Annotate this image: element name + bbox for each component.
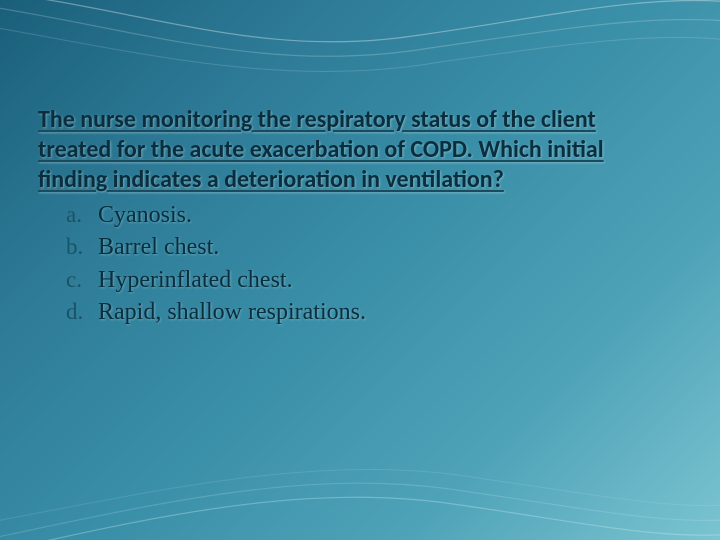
- content-area: The nurse monitoring the respiratory sta…: [38, 105, 670, 329]
- question-text: The nurse monitoring the respiratory sta…: [38, 105, 670, 195]
- slide: The nurse monitoring the respiratory sta…: [0, 0, 720, 540]
- option-text: Cyanosis.: [98, 199, 192, 231]
- option-text: Barrel chest.: [98, 231, 219, 263]
- list-item: b. Barrel chest.: [66, 231, 670, 263]
- list-item: a. Cyanosis.: [66, 199, 670, 231]
- option-letter: d.: [66, 296, 98, 327]
- option-letter: b.: [66, 231, 98, 262]
- list-item: c. Hyperinflated chest.: [66, 264, 670, 296]
- option-letter: c.: [66, 264, 98, 295]
- option-text: Hyperinflated chest.: [98, 264, 293, 296]
- options-list: a. Cyanosis. b. Barrel chest. c. Hyperin…: [66, 199, 670, 329]
- list-item: d. Rapid, shallow respirations.: [66, 296, 670, 328]
- option-letter: a.: [66, 199, 98, 230]
- option-text: Rapid, shallow respirations.: [98, 296, 366, 328]
